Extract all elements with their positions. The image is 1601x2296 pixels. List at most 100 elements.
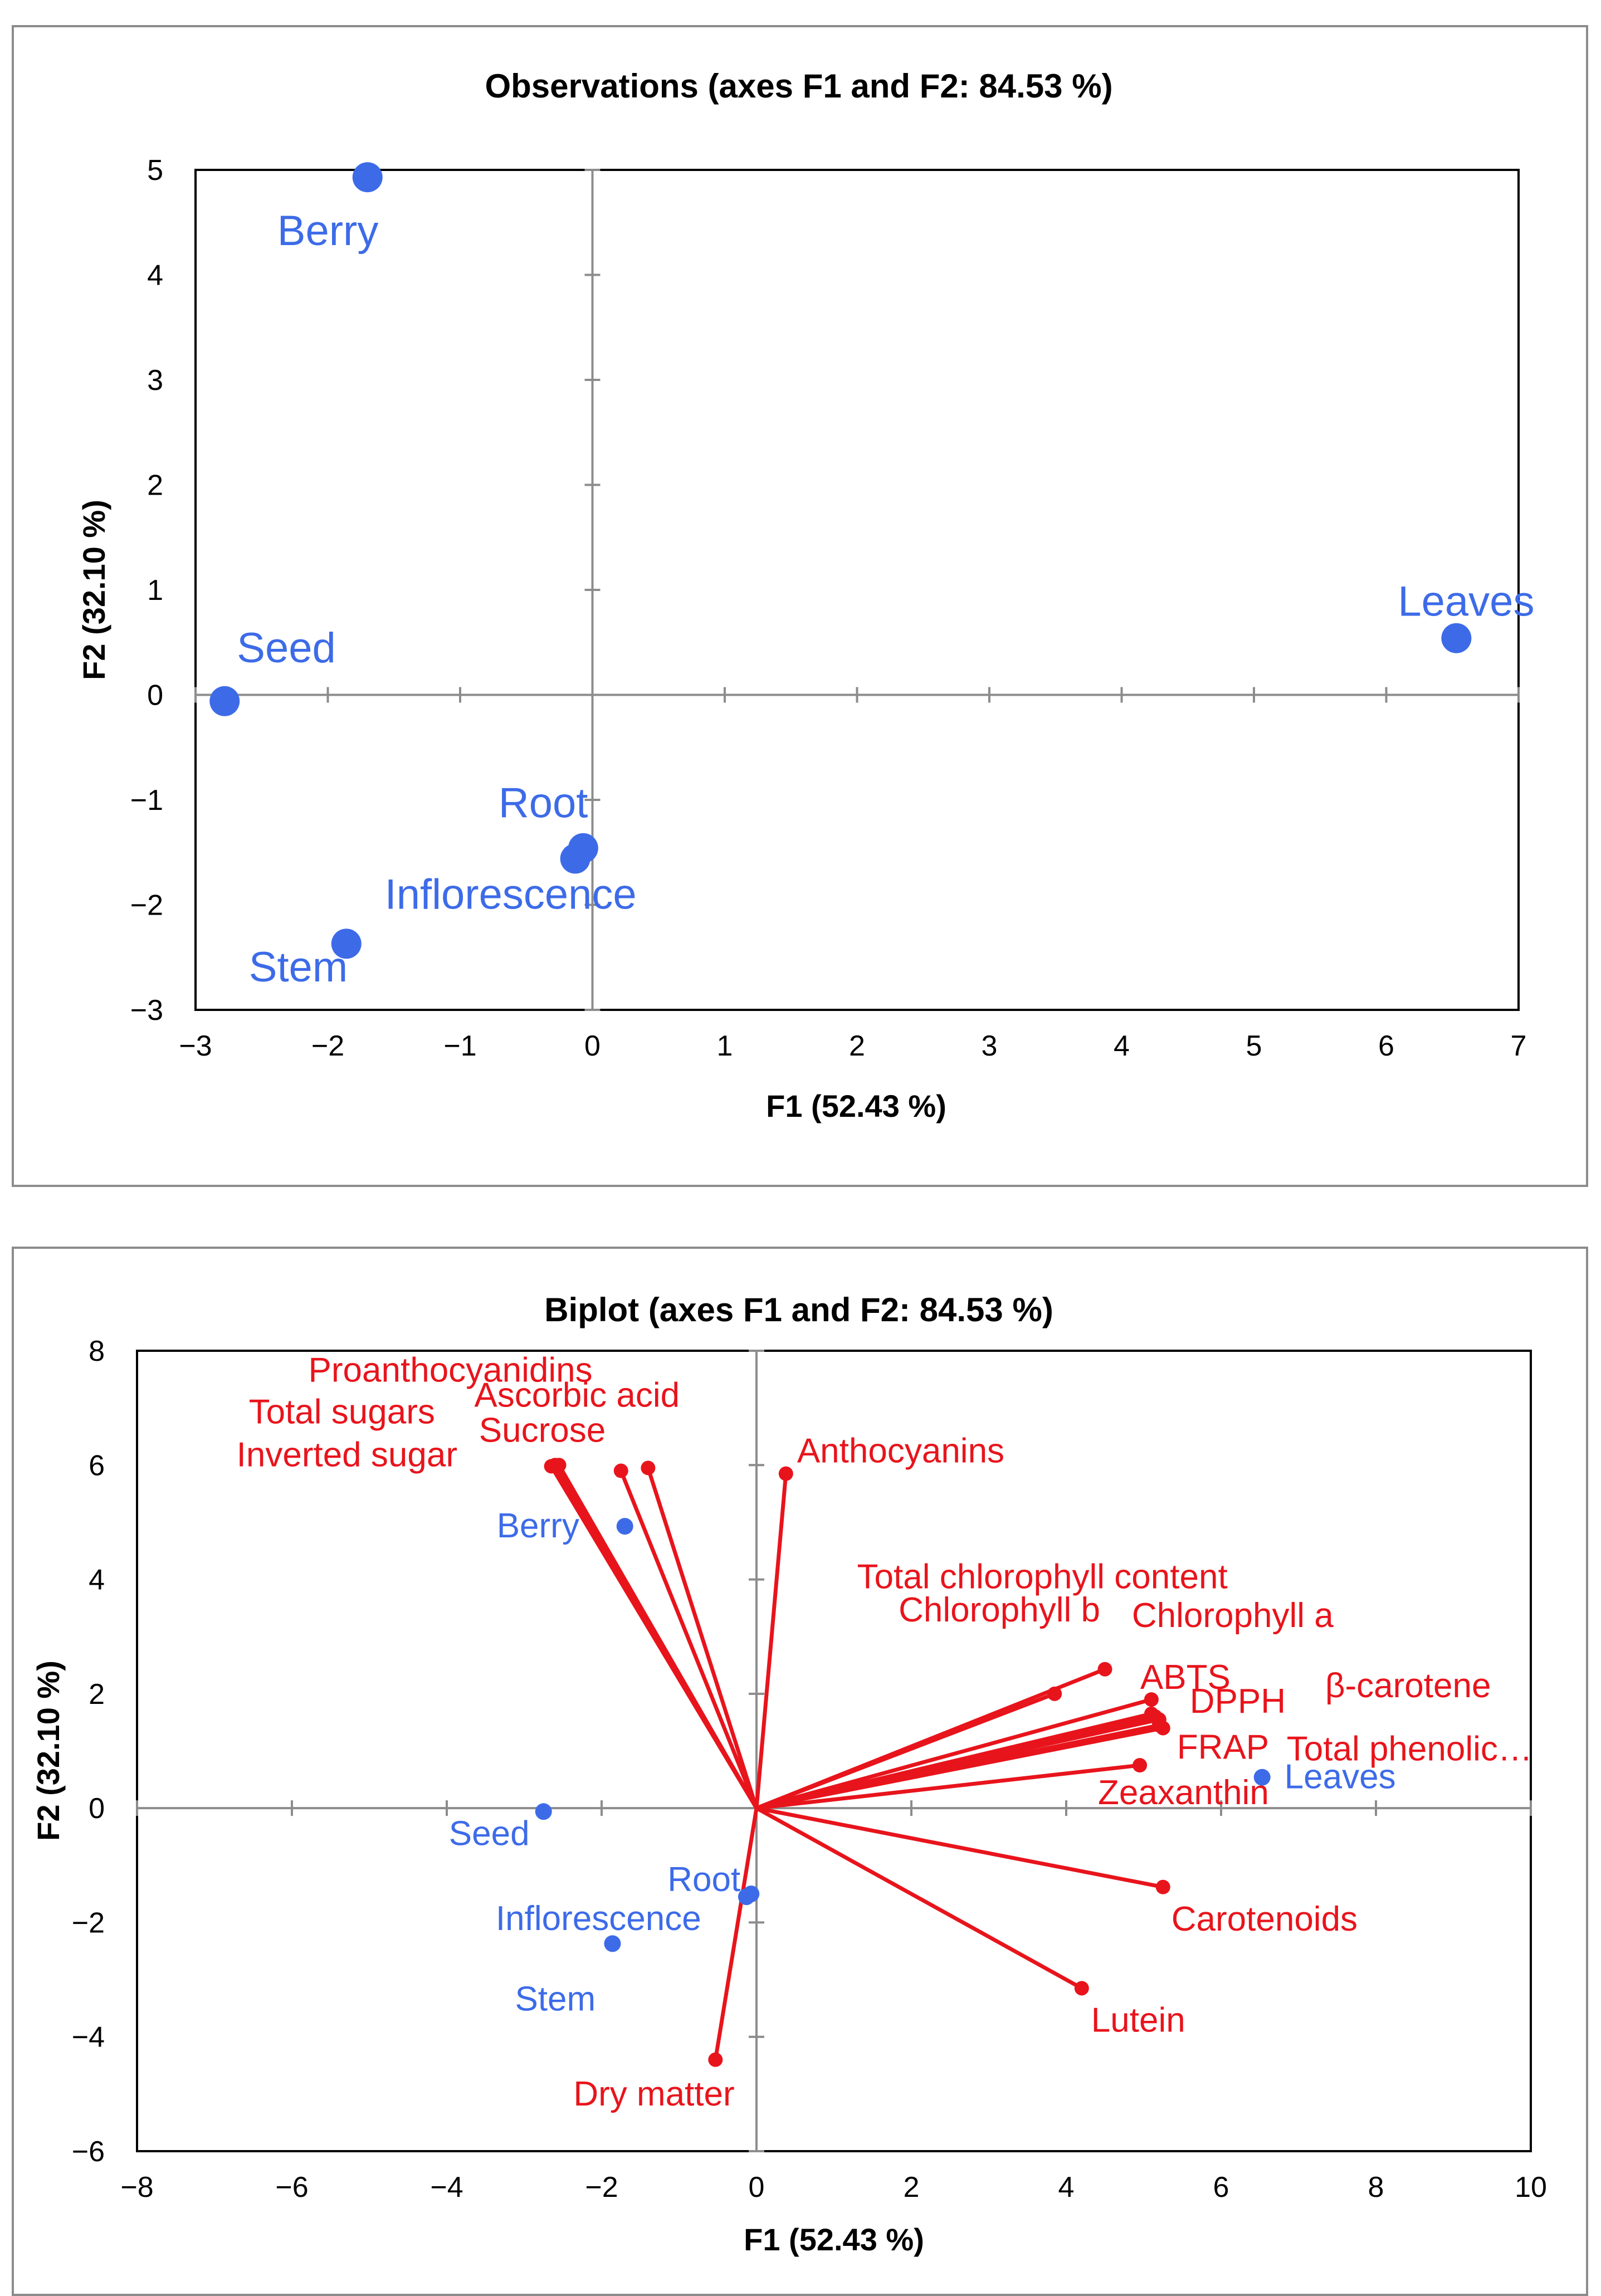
plot-area <box>136 1350 1532 2152</box>
y-tick-label: 6 <box>89 1449 105 1482</box>
biplot-panel: Biplot (axes F1 and F2: 84.53 %) −8 −6 −4 −… <box>12 1247 1588 2296</box>
y-tick-label: 0 <box>147 680 163 712</box>
vector-tip-inverted-sugar <box>544 1459 559 1474</box>
vector-label-chlorophyll-b: Chlorophyll b <box>899 1591 1100 1629</box>
vector-chlorophyll-a <box>756 1697 1152 1810</box>
x-tick-label: −4 <box>430 2171 463 2204</box>
x-tick-label: 2 <box>904 2171 920 2204</box>
x-tick-label: −8 <box>120 2171 153 2204</box>
vector-label-ascorbic-acid: Ascorbic acid <box>474 1376 680 1414</box>
y-tick-label: −4 <box>72 2021 105 2054</box>
x-tick-label: 6 <box>1213 2171 1229 2204</box>
x-tick-label: −1 <box>443 1030 476 1062</box>
vector-tip-sucrose <box>613 1463 628 1478</box>
labels: Proanthocyanidins Total sugars Inverted su… <box>237 1351 1532 2113</box>
y-tick-label: 1 <box>147 574 163 607</box>
observation-label-stem: Stem <box>515 1980 596 2018</box>
vector-label-dpph: DPPH <box>1190 1682 1286 1721</box>
vector-total-phenolic <box>756 1726 1164 1810</box>
y-tick-label: −6 <box>72 2136 105 2168</box>
observation-point-berry <box>616 1518 633 1535</box>
y-tick-label: 8 <box>89 1335 105 1367</box>
plot-area <box>194 169 1520 1011</box>
panel-frame <box>12 25 1588 1187</box>
x-tick-label: −2 <box>311 1030 344 1062</box>
chart-title: Observations (axes F1 and F2: 84.53 %) <box>485 67 1112 105</box>
vector-tip-anthocyanins <box>778 1466 793 1481</box>
vector-label-anthocyanins: Anthocyanins <box>797 1432 1004 1471</box>
y-tick-label: 3 <box>147 364 163 397</box>
observation-point-stem <box>604 1935 621 1952</box>
x-tick-label: −2 <box>585 2171 618 2204</box>
vector-label-chlorophyll-a: Chlorophyll a <box>1132 1596 1334 1635</box>
y-tick-label: −2 <box>72 1907 105 1939</box>
vector-tip-chlorophyll-b <box>1047 1686 1062 1701</box>
observation-point-stem <box>331 929 362 959</box>
x-axis-label: F1 (52.43 %) <box>744 2222 924 2257</box>
observation-point-berry <box>352 162 383 193</box>
y-axis-label: F2 (32.10 %) <box>76 500 111 680</box>
observation-point-inflorescence <box>738 1888 755 1906</box>
x-tick-labels: −3 −2 −1 0 1 2 3 4 5 6 7 <box>179 1030 1526 1062</box>
observation-point-seed <box>209 686 240 716</box>
vector-lutein <box>755 1806 1083 1990</box>
vector-zeaxanthin <box>756 1763 1140 1810</box>
observation-label-inflorescence: Inflorescence <box>385 871 637 919</box>
observation-label-root: Root <box>667 1860 740 1899</box>
x-tick-label: 6 <box>1378 1030 1394 1062</box>
vector-tip-chlorophyll-a <box>1144 1692 1159 1707</box>
vector-tip-total-phenolic <box>1155 1721 1170 1736</box>
vector-tip-total-chlorophyll-content <box>1097 1662 1112 1677</box>
y-tick-label: 2 <box>89 1678 105 1711</box>
y-tick-labels: −6 −4 −2 0 2 4 6 8 <box>72 1335 105 2168</box>
vector-sucrose <box>619 1470 759 1809</box>
x-axis-label: F1 (52.43 %) <box>766 1088 946 1123</box>
y-tick-label: 2 <box>147 470 163 502</box>
vector-label-total-phenolic: Total phenolic… <box>1287 1730 1532 1768</box>
y-axis-label: F2 (32.10 %) <box>31 1660 66 1841</box>
y-tick-labels: −3 −2 −1 0 1 2 3 4 5 <box>130 154 163 1027</box>
observation-point-inflorescence <box>560 843 590 874</box>
vector-tip-dry-matter <box>708 2052 723 2067</box>
chart-title: Biplot (axes F1 and F2: 84.53 %) <box>544 1291 1053 1328</box>
x-tick-label: 0 <box>749 2171 765 2204</box>
vector-label-zeaxanthin: Zeaxanthin <box>1098 1774 1269 1812</box>
observation-point-seed <box>535 1803 552 1820</box>
y-tick-label: −3 <box>130 994 163 1027</box>
observation-label-leaves: Leaves <box>1398 578 1534 626</box>
vector-label-carotene: β-carotene <box>1325 1667 1491 1705</box>
observation-point-leaves <box>1253 1769 1271 1786</box>
x-tick-label: 4 <box>1058 2171 1075 2204</box>
vector-label-total-sugars: Total sugars <box>249 1393 435 1431</box>
panel-frame <box>12 1247 1588 2296</box>
vector-label-proanthocyanidins: Proanthocyanidins <box>309 1351 593 1389</box>
observation-label-seed: Seed <box>237 624 336 672</box>
vector-label-inverted-sugar: Inverted sugar <box>237 1435 457 1474</box>
observation-point-leaves <box>1441 623 1472 653</box>
x-tick-label: 4 <box>1114 1030 1130 1062</box>
vector-label-sucrose: Sucrose <box>479 1411 606 1450</box>
vector-tip-lutein <box>1074 1981 1089 1996</box>
vector-dry-matter <box>713 1808 759 2060</box>
observation-label-leaves: Leaves <box>1285 1758 1396 1796</box>
vector-anthocyanins <box>754 1473 788 1809</box>
vector-label-abts: ABTS <box>1140 1658 1231 1697</box>
x-tick-labels: −8 −6 −4 −2 0 2 4 6 8 10 <box>120 2171 1547 2204</box>
vector-label-lutein: Lutein <box>1091 2001 1185 2039</box>
vector-tip-ascorbic-acid <box>641 1460 656 1476</box>
x-tick-label: 1 <box>717 1030 733 1062</box>
observations-panel: Observations (axes F1 and F2: 84.53 %) −… <box>12 25 1588 1187</box>
observation-label-berry: Berry <box>497 1507 579 1545</box>
x-tick-label: −6 <box>275 2171 308 2204</box>
y-tick-label: −1 <box>130 784 163 817</box>
vector-carotenoids <box>756 1806 1164 1889</box>
observation-label-seed: Seed <box>449 1814 530 1853</box>
x-tick-label: 0 <box>584 1030 601 1062</box>
observation-label-inflorescence: Inflorescence <box>496 1899 701 1938</box>
vector-label-total-chlorophyll-content: Total chlorophyll content <box>857 1558 1228 1596</box>
observation-label-stem: Stem <box>249 944 348 991</box>
y-tick-label: 4 <box>89 1564 105 1596</box>
